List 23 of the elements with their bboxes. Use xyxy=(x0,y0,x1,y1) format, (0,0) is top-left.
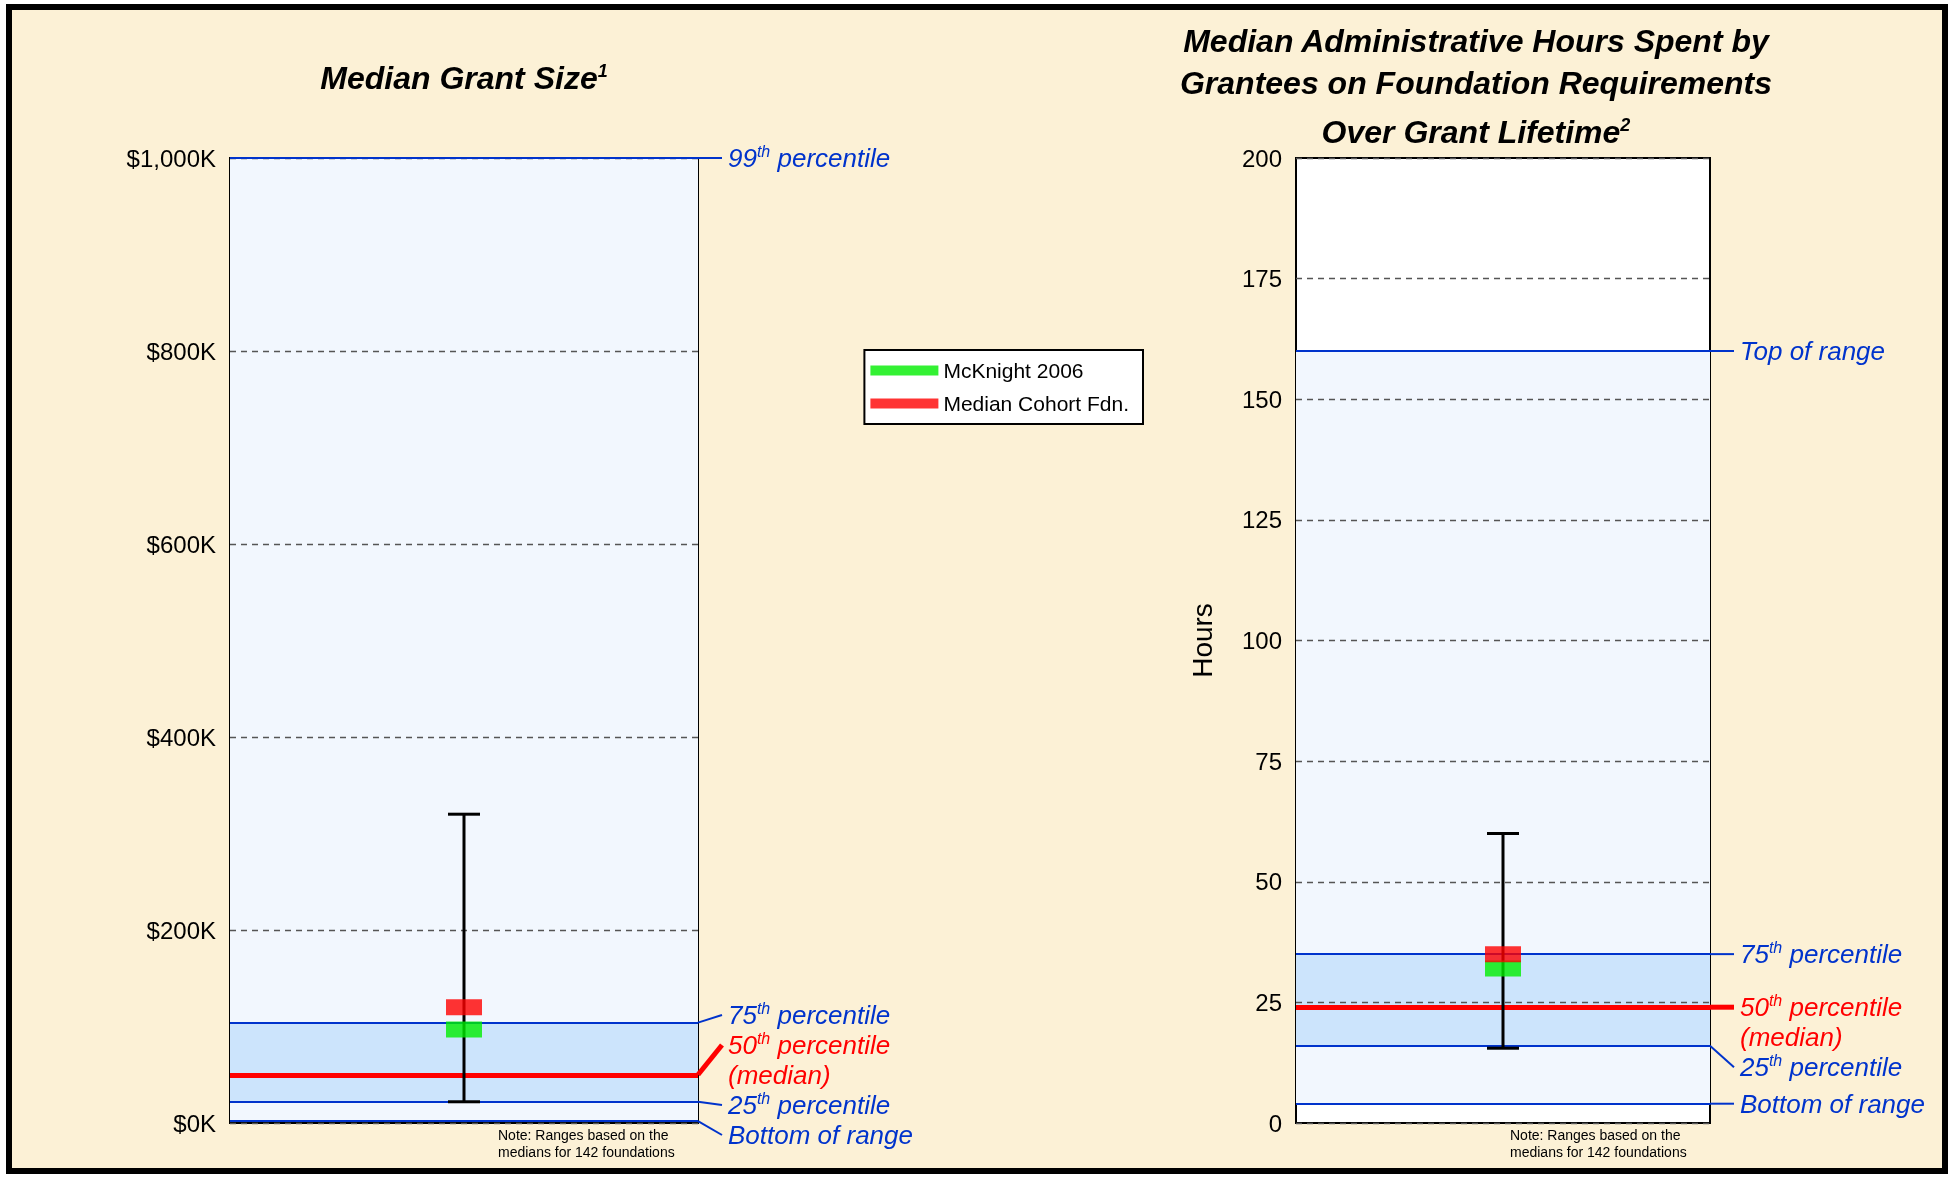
ref-line-label: Top of range xyxy=(1740,336,1886,366)
y-tick-label: 125 xyxy=(1241,506,1282,534)
y-axis-title: Hours xyxy=(1186,603,1218,678)
y-tick-label: 0 xyxy=(1268,1109,1282,1137)
y-tick-label: $200K xyxy=(146,916,216,944)
legend-label: McKnight 2006 xyxy=(943,359,1084,382)
text: Note: Ranges based on the medians for 142 foundations xyxy=(498,1126,675,1160)
y-tick-label: 75 xyxy=(1255,747,1282,775)
y-tick-label: 150 xyxy=(1241,385,1282,413)
y-tick-label: 25 xyxy=(1255,988,1282,1016)
chart-title: Median Grant Size$^{1}$ xyxy=(319,58,609,98)
y-tick-label: $400K xyxy=(146,723,216,751)
y-tick-label: 175 xyxy=(1241,265,1282,293)
y-tick-label: $600K xyxy=(146,530,216,558)
y-tick-label: 50 xyxy=(1255,868,1282,896)
y-tick-label: 100 xyxy=(1241,627,1282,654)
y-tick-label: $1,000K xyxy=(126,144,216,172)
text: Note: Ranges based on the medians for 142 foundations xyxy=(1510,1126,1687,1160)
y-tick-label: $800K xyxy=(146,337,216,365)
y-tick-label: $0K xyxy=(173,1109,216,1137)
ref-line-label: Bottom of range xyxy=(1740,1088,1925,1119)
legend-label: Median Cohort Fdn. xyxy=(943,392,1130,415)
ref-line-label: Bottom of range xyxy=(728,1120,913,1150)
